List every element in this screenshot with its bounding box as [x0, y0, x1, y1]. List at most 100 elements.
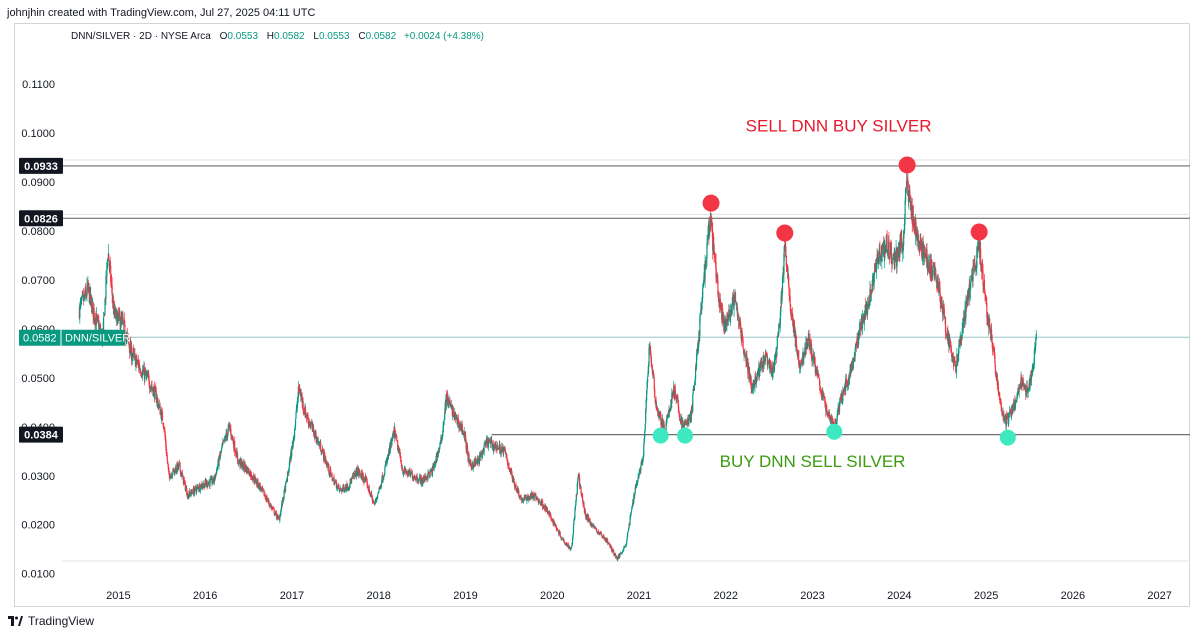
candle-body — [702, 286, 704, 288]
candle-body — [583, 501, 585, 508]
candle-body — [998, 390, 1000, 394]
candle-body — [119, 311, 121, 318]
candle-body — [767, 360, 769, 363]
candle-body — [917, 230, 919, 243]
candle-body — [441, 435, 443, 440]
candle-body — [275, 511, 277, 513]
candle-body — [279, 515, 281, 521]
candle-body — [1031, 365, 1034, 376]
candle-body — [366, 478, 368, 482]
y-tick-label: 0.1000 — [21, 128, 55, 140]
candle-body — [511, 474, 513, 479]
candle-body — [504, 450, 507, 454]
candle-body — [297, 397, 299, 402]
candle-body — [148, 378, 150, 386]
candle-body — [507, 461, 509, 466]
symbol-label[interactable]: DNN/SILVER · 2D · NYSE Arca — [71, 31, 211, 42]
candle-body — [577, 475, 579, 480]
candle-body — [478, 455, 481, 465]
candle-body — [904, 200, 906, 219]
candle-body — [953, 358, 956, 362]
candle-body — [315, 436, 318, 443]
candle-body — [162, 422, 164, 425]
close-label: C — [358, 31, 366, 42]
candle-body — [554, 522, 556, 526]
candle-body — [984, 293, 987, 297]
y-tick-label: 0.1100 — [22, 79, 55, 91]
candle-body — [984, 290, 986, 294]
candle-body — [980, 263, 982, 268]
candle-body — [444, 411, 446, 420]
candle-body — [995, 373, 997, 375]
candle-body — [350, 478, 353, 484]
candle-body — [704, 260, 706, 280]
candle-body — [824, 397, 826, 403]
candle-body — [1006, 415, 1008, 417]
candle-body — [749, 372, 751, 377]
candle-body — [395, 435, 397, 437]
candle-body — [365, 477, 367, 479]
candle-body — [931, 259, 933, 274]
candle-body — [167, 460, 169, 464]
candle-body — [750, 377, 752, 389]
candle-body — [1004, 416, 1006, 419]
candle-body — [958, 341, 960, 347]
candle-body — [312, 427, 315, 434]
candle-body — [941, 301, 943, 309]
candle-body — [126, 334, 128, 338]
candle-body — [369, 491, 371, 494]
candle-body — [806, 342, 808, 347]
candle-body — [637, 480, 639, 484]
tradingview-footer[interactable]: TradingView — [8, 614, 94, 628]
ohlc-legend: DNN/SILVER · 2D · NYSE Arca O0.0553 H0.0… — [71, 31, 484, 42]
candle-body — [375, 499, 377, 501]
candle-body — [466, 444, 468, 447]
candle-body — [123, 319, 126, 323]
candle-body — [901, 237, 903, 249]
candle-body — [916, 234, 918, 241]
last-price-tag — [19, 329, 125, 346]
candle-body — [780, 295, 782, 305]
candle-body — [681, 424, 683, 430]
candle-body — [796, 345, 798, 352]
candle-body — [744, 354, 747, 355]
candle-body — [195, 486, 197, 490]
candle-body — [872, 275, 874, 279]
candle-body — [157, 401, 159, 409]
candle-body — [671, 393, 673, 404]
candle-body — [487, 440, 490, 447]
candle-body — [377, 492, 379, 494]
candle-body — [520, 496, 522, 499]
candle-body — [823, 396, 825, 399]
candle-body — [431, 467, 433, 476]
last-price-symbol: DNN/SILVER — [65, 333, 130, 345]
candle-body — [736, 307, 738, 316]
candle-body — [763, 356, 765, 367]
candle-body — [112, 300, 114, 302]
candle-body — [1014, 401, 1016, 409]
candle-body — [525, 497, 528, 501]
candle-body — [954, 364, 957, 368]
candle-body — [751, 388, 753, 393]
candle-body — [240, 458, 242, 463]
candle-body — [950, 345, 952, 353]
candle-body — [349, 479, 351, 486]
candle-body — [956, 354, 958, 363]
candle-body — [218, 455, 220, 467]
candle-body — [881, 252, 883, 263]
candle-body — [512, 479, 514, 483]
candle-body — [580, 493, 583, 496]
candle-body — [1017, 389, 1019, 394]
candle-body — [333, 481, 336, 485]
candle-body — [774, 359, 776, 361]
candle-body — [886, 233, 888, 252]
candle-body — [488, 439, 490, 442]
candle-body — [855, 343, 857, 345]
candle-body — [928, 271, 930, 273]
x-tick-label: 2015 — [106, 590, 130, 602]
candle-body — [146, 375, 148, 376]
candle-body — [784, 236, 786, 249]
candle-body — [994, 354, 996, 364]
candle-body — [346, 483, 348, 489]
